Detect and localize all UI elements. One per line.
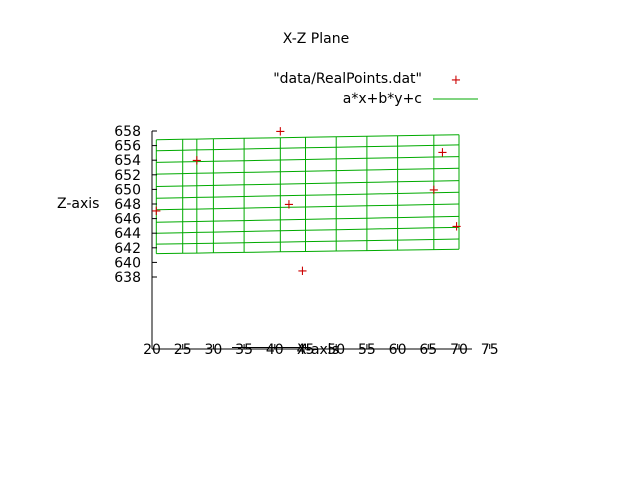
x-tick-label: 35 — [235, 342, 253, 358]
x-tick-label: 60 — [389, 342, 407, 358]
surface-row-line — [156, 156, 460, 163]
chart-title: X-Z Plane — [283, 31, 349, 47]
data-points: + + + + + + + + — [151, 125, 462, 279]
y-tick-label: 658 — [114, 124, 141, 140]
surface-row-line — [156, 180, 460, 187]
surface-row-line — [156, 215, 460, 223]
y-tick-label: 656 — [114, 139, 141, 155]
x-tick-label: 50 — [327, 342, 345, 358]
x-tick-label: 20 — [143, 342, 161, 358]
x-tick-label: 30 — [204, 342, 222, 358]
y-tick-label: 646 — [114, 212, 141, 228]
x-tick-label: 45 — [297, 342, 315, 358]
y-tick-label: 638 — [114, 270, 141, 286]
axes — [151, 131, 472, 350]
data-point: + — [428, 183, 439, 198]
y-tick-label: 650 — [114, 182, 141, 198]
surface-row-line — [156, 248, 460, 255]
x-tick-label: 55 — [358, 342, 376, 358]
x-tick-label: 70 — [450, 342, 468, 358]
y-tick-label: 648 — [114, 197, 141, 213]
y-tick-label: 652 — [114, 168, 141, 184]
data-point: + — [451, 219, 462, 234]
surface-row-line — [156, 203, 460, 211]
legend: "data/RealPoints.dat" + a*x+b*y+c — [273, 71, 478, 107]
surface-row-line — [156, 238, 460, 245]
x-axis-label: X-axis — [297, 342, 339, 358]
y-tick-label: 654 — [114, 153, 141, 169]
surface-row-line — [156, 144, 460, 152]
data-point: + — [437, 146, 448, 161]
surface-row-line — [156, 167, 460, 175]
surface-mesh — [155, 134, 460, 255]
legend-marker-points: + — [451, 73, 462, 88]
y-axis-label: Z-axis — [57, 196, 99, 212]
data-point: + — [297, 264, 308, 279]
surface-row-line — [156, 134, 460, 141]
legend-label-points: "data/RealPoints.dat" — [273, 71, 422, 87]
data-point: + — [275, 125, 286, 140]
data-point: + — [151, 204, 162, 219]
x-tick-label: 75 — [481, 342, 499, 358]
x-tick-label: 25 — [174, 342, 192, 358]
data-point: + — [283, 198, 294, 213]
y-tick-label: 640 — [114, 255, 141, 271]
surface-row-line — [156, 226, 460, 234]
y-tick-label: 644 — [114, 226, 141, 242]
surface-row-line — [156, 191, 460, 199]
y-tick-label: 642 — [114, 241, 141, 257]
x-tick-label: 65 — [419, 342, 437, 358]
x-ticks: 20 25 30 35 40 45 50 55 60 65 70 75 — [143, 342, 499, 358]
x-tick-label: 40 — [266, 342, 284, 358]
data-point: + — [191, 154, 202, 169]
legend-label-surface: a*x+b*y+c — [343, 91, 422, 107]
